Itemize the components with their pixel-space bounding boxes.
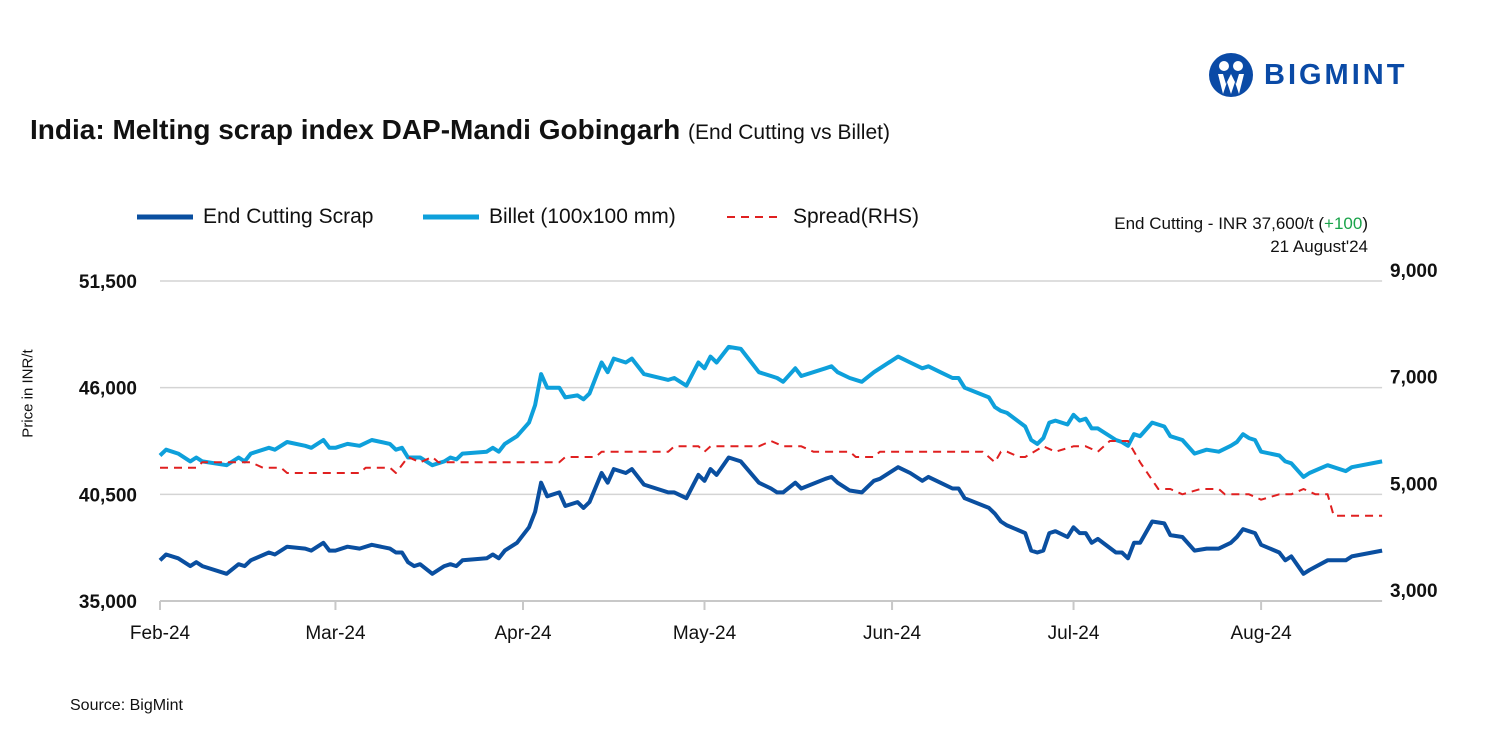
- source-note: Source: BigMint: [70, 697, 183, 714]
- x-tick-label: Jul-24: [1048, 623, 1100, 644]
- annotation-prefix: End Cutting - INR 37,600/t (: [1114, 214, 1325, 233]
- series-line-end-cutting-scrap: [158, 455, 1383, 576]
- y2-tick-label: 5,000: [1390, 474, 1438, 495]
- y-tick-label: 46,000: [79, 379, 137, 400]
- y2-tick-label: 3,000: [1390, 581, 1438, 602]
- title-subtitle: (End Cutting vs Billet): [688, 121, 890, 144]
- y-tick-label: 40,500: [79, 485, 137, 506]
- y-tick-label: 51,500: [79, 272, 137, 293]
- chart-title: India: Melting scrap index DAP-Mandi Gob…: [30, 114, 890, 146]
- y2-tick-label: 9,000: [1390, 261, 1438, 282]
- legend-label-scrap: End Cutting Scrap: [203, 205, 374, 228]
- x-tick-label: Mar-24: [305, 623, 366, 644]
- x-tick-label: May-24: [673, 623, 737, 644]
- annotation-date: 21 August'24: [1270, 237, 1368, 256]
- legend-item-spread: Spread(RHS): [727, 205, 919, 229]
- title-main: India: Melting scrap index DAP-Mandi Gob…: [30, 114, 681, 145]
- series-line-billet: [158, 344, 1383, 479]
- bigmint-logo-icon: [1209, 53, 1253, 97]
- bigmint-logo: BIGMINT: [1208, 52, 1407, 98]
- legend-swatch-scrap: [137, 214, 193, 220]
- annotation-suffix: ): [1362, 214, 1368, 233]
- logo-text: BIGMINT: [1264, 58, 1408, 91]
- y2-tick-label: 7,000: [1390, 368, 1438, 389]
- x-tick-label: Aug-24: [1230, 623, 1292, 644]
- legend-swatch-spread: [727, 216, 783, 218]
- legend-label-billet: Billet (100x100 mm): [489, 205, 676, 228]
- x-tick-label: Feb-24: [130, 623, 191, 644]
- annotation-change: +100: [1324, 214, 1363, 233]
- x-tick-label: Apr-24: [494, 623, 551, 644]
- legend-item-scrap: End Cutting Scrap: [137, 205, 373, 229]
- legend-item-billet: Billet (100x100 mm): [423, 205, 676, 229]
- legend-label-spread: Spread(RHS): [793, 205, 920, 228]
- x-tick-label: Jun-24: [863, 623, 922, 644]
- y-tick-label: 35,000: [79, 592, 137, 613]
- latest-price-annotation: End Cutting - INR 37,600/t (+100) 21 Aug…: [1114, 212, 1368, 258]
- legend-swatch-billet: [423, 214, 479, 220]
